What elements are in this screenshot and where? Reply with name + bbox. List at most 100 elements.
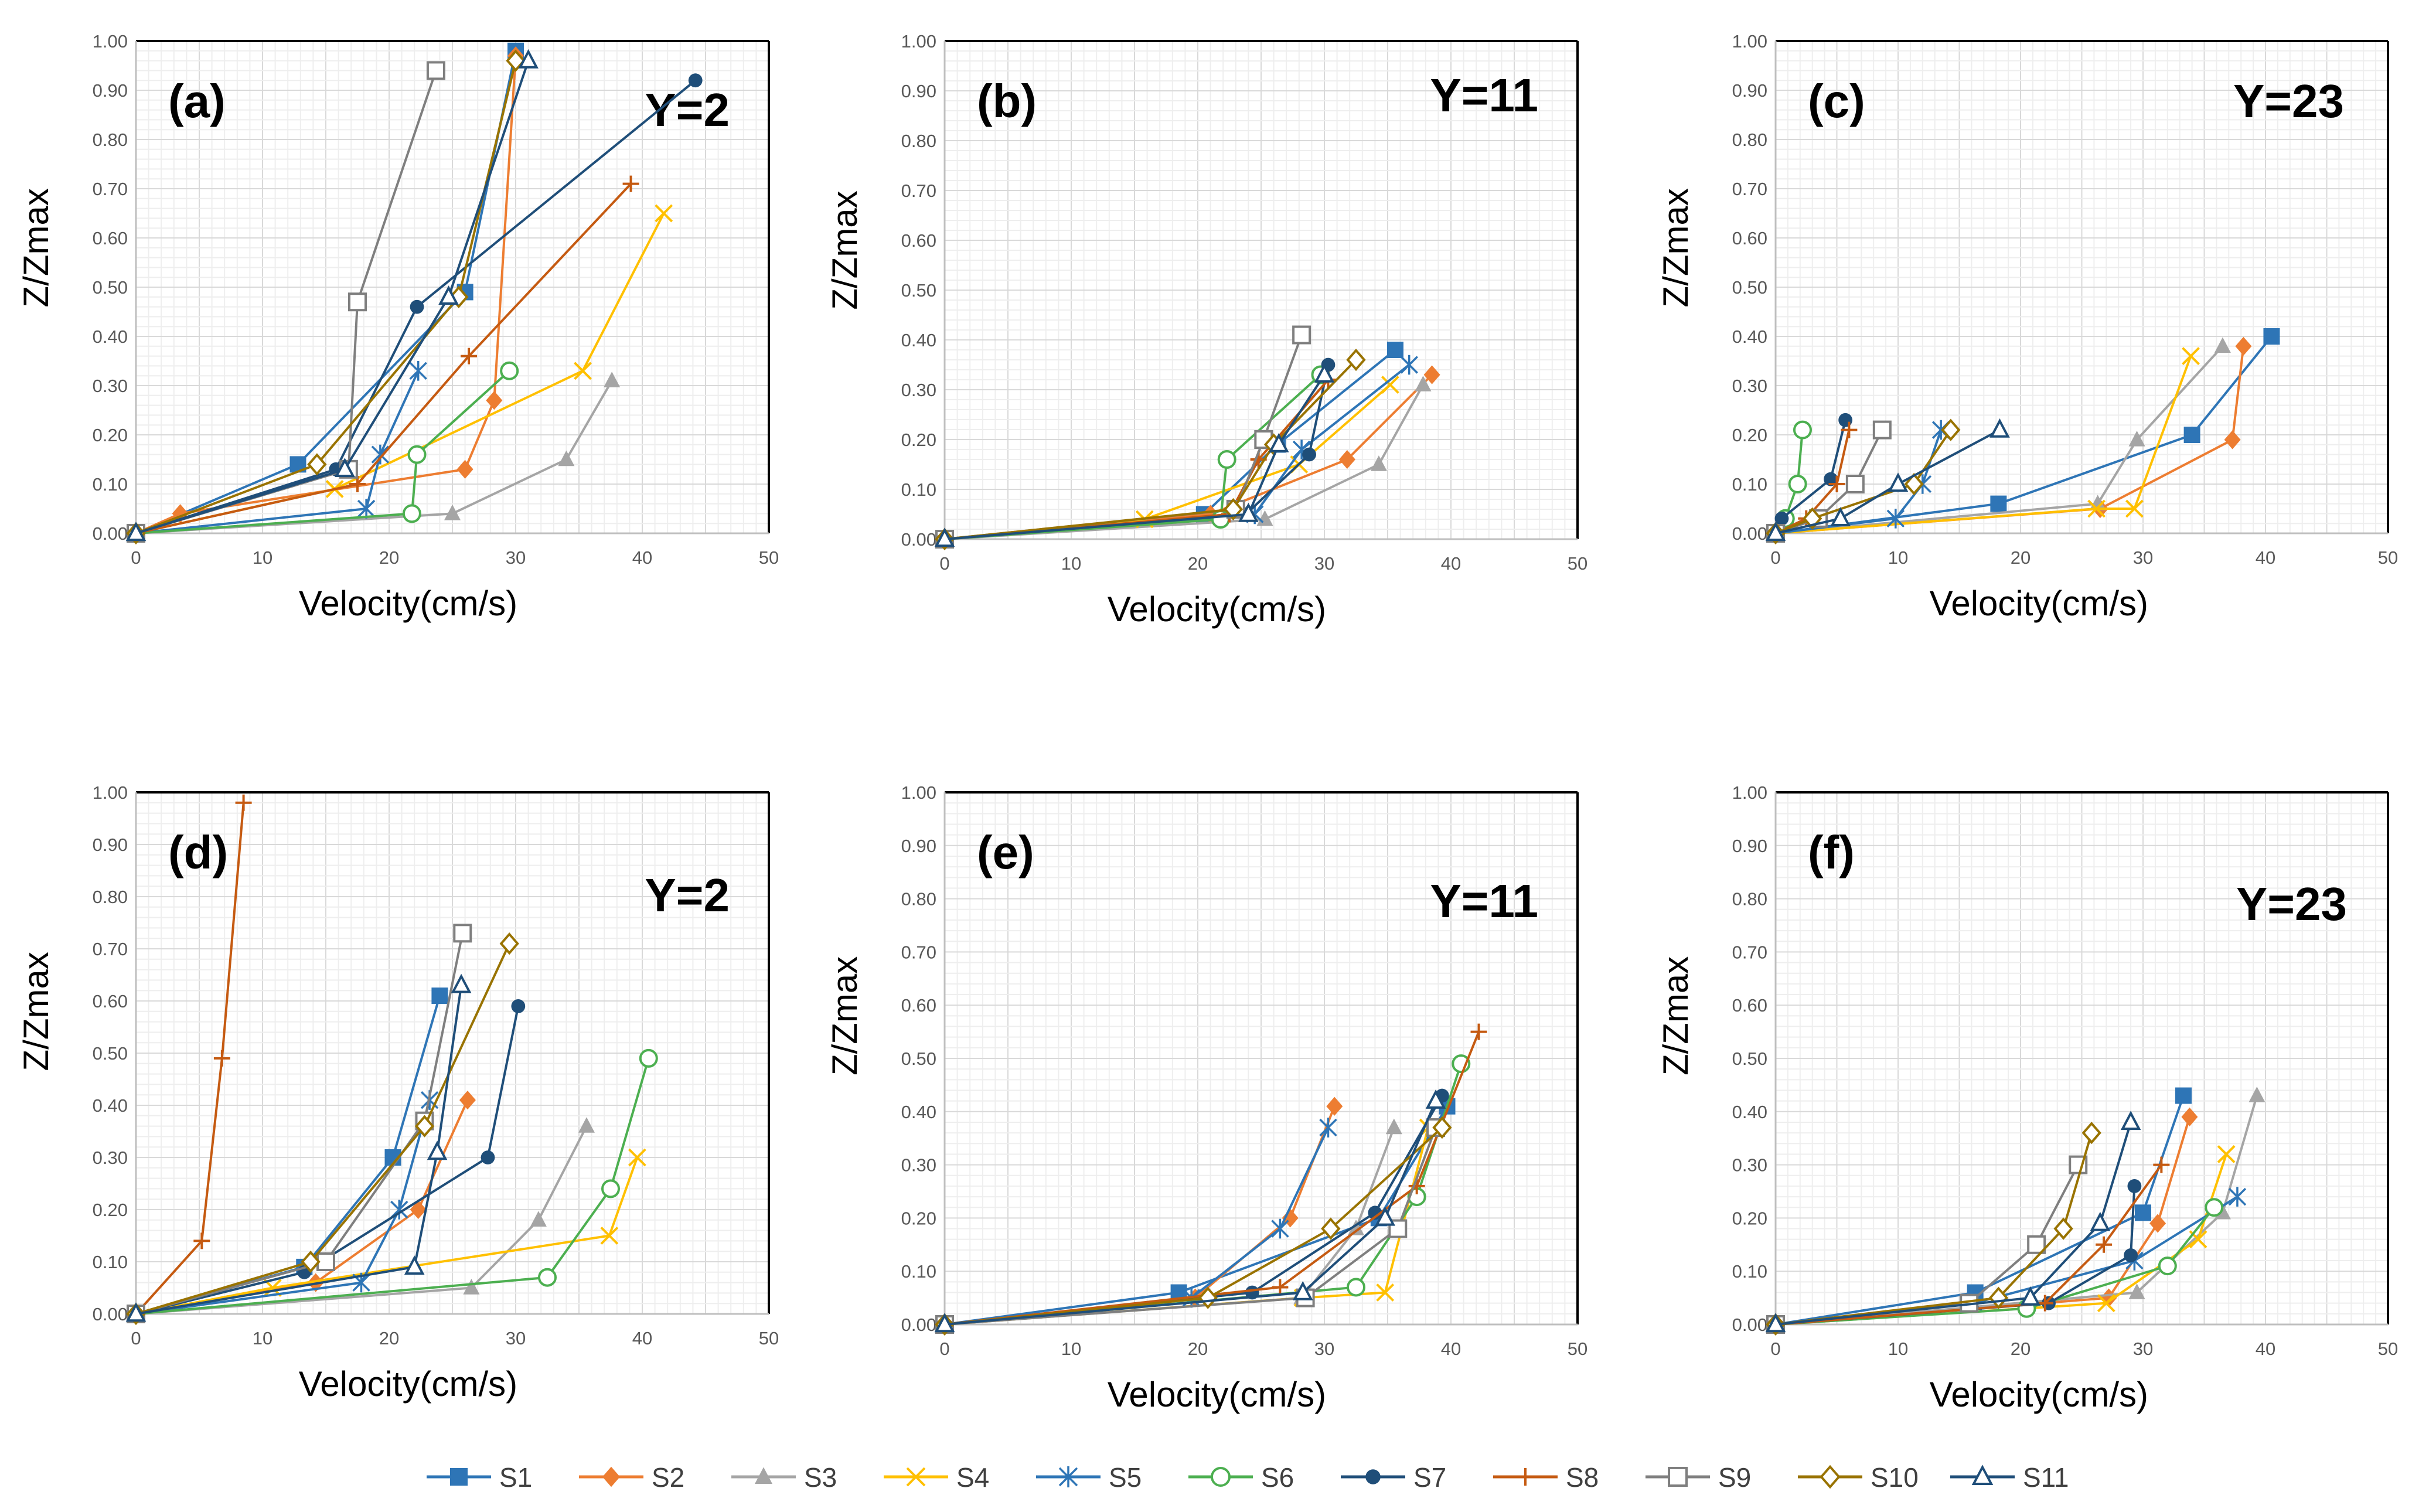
series-line-s3 [1775, 345, 2224, 534]
y-tick-label: 0.70 [93, 179, 128, 199]
data-point-s5 [1400, 355, 1418, 375]
data-point-s3 [530, 1211, 547, 1227]
data-point-s3 [463, 1279, 480, 1295]
data-point-s6 [1347, 1278, 1365, 1297]
data-point-s11 [1375, 1206, 1395, 1226]
legend-item-s9: S9 [1646, 1462, 1751, 1493]
data-point-s4 [2125, 499, 2144, 518]
series-line-s5 [135, 370, 420, 534]
legend-label: S10 [1871, 1462, 1919, 1493]
series-s4 [127, 204, 673, 543]
chart-panel-4: 0.00 0.10 0.20 0.30 0.40 0.50 0.60 0.70 0.80 0.90… [16, 782, 779, 1404]
data-point-s3 [1415, 376, 1432, 391]
data-point-s6 [407, 445, 427, 464]
data-point-s10 [1803, 507, 1822, 530]
data-point-s2 [2181, 1107, 2198, 1126]
data-point-s3 [1256, 510, 1273, 526]
legend-item-s11: S11 [1950, 1462, 2069, 1493]
series-line-s11 [944, 374, 1326, 540]
legend-item-s1: S1 [427, 1462, 532, 1493]
data-point-s4 [2217, 1145, 2236, 1163]
y-tick-label: 0.60 [1732, 995, 1767, 1016]
y-tick-label: 0.00 [93, 523, 128, 544]
x-axis-title: Velocity(cm/s) [1930, 584, 2148, 623]
x-tick-label: 40 [2256, 1339, 2275, 1359]
x-tick-label: 10 [1888, 1339, 1908, 1359]
data-point-s7 [481, 1150, 495, 1164]
data-point-s6 [639, 1048, 658, 1068]
legend-item-s10: S10 [1798, 1462, 1919, 1493]
data-point-s8 [2153, 1156, 2170, 1173]
y-tick-label: 0.50 [901, 280, 936, 301]
data-point-s11 [1888, 472, 1909, 492]
data-point-s9 [316, 1252, 335, 1271]
legend-marker [1211, 1467, 1231, 1487]
data-point-s10 [499, 932, 519, 955]
x-tick-label: 40 [1441, 1339, 1461, 1359]
series-s11 [934, 1089, 1446, 1333]
y-tick-label: 0.70 [1732, 942, 1767, 962]
panel-letter: (c) [1808, 75, 1865, 127]
y-tick-label: 0.30 [901, 1155, 936, 1176]
series-s10 [1766, 1121, 2101, 1336]
series-line-s7 [944, 1095, 1443, 1326]
y-tick-label: 0.40 [901, 1102, 936, 1122]
y-tick-label: 0.10 [1732, 1261, 1767, 1282]
data-point-s1 [2175, 1087, 2192, 1104]
y-tick-label: 0.80 [93, 130, 128, 150]
data-point-s3 [1370, 455, 1387, 471]
x-tick-label: 10 [253, 547, 272, 568]
x-tick-label: 0 [1770, 547, 1780, 568]
y-tick-label: 0.50 [93, 277, 128, 298]
legend-label: S4 [956, 1462, 989, 1493]
data-point-s4 [600, 1227, 619, 1245]
data-point-s7 [511, 999, 526, 1013]
data-point-s3 [578, 1117, 595, 1133]
series-line-s6 [944, 374, 1321, 540]
y-tick-label: 1.00 [93, 31, 128, 52]
data-point-s5 [357, 499, 376, 519]
y-tick-label: 0.50 [901, 1048, 936, 1069]
series-line-s7 [135, 79, 696, 534]
data-point-s8 [2096, 1236, 2113, 1253]
data-point-s2 [1423, 365, 1440, 384]
y-axis-title: Z/Zmax [1656, 188, 1695, 307]
y-tick-label: 0.90 [1732, 80, 1767, 101]
y-axis-title: Z/Zmax [16, 952, 56, 1071]
series-line-s3 [135, 1125, 588, 1315]
x-tick-label: 0 [939, 553, 949, 574]
series-s11 [125, 49, 539, 542]
panel-letter: (b) [977, 75, 1037, 127]
data-point-s10 [1346, 348, 1366, 372]
legend-label: S6 [1261, 1462, 1294, 1493]
gridlines [945, 41, 1578, 539]
data-point-s11 [1292, 1281, 1313, 1300]
data-point-s10 [1904, 472, 1924, 496]
series-line-s8 [944, 1031, 1480, 1326]
y-tick-label: 0.20 [93, 1200, 128, 1220]
data-point-s4 [2182, 347, 2200, 366]
y-tick-label: 0.70 [1732, 179, 1767, 199]
panel-letter: (f) [1808, 826, 1855, 878]
y-tick-label: 0.70 [901, 942, 936, 962]
data-point-s10 [1432, 1116, 1452, 1139]
y-axis-title: Z/Zmax [825, 190, 864, 309]
data-point-s8 [622, 175, 639, 192]
legend-marker [755, 1467, 772, 1484]
data-point-s2 [2235, 336, 2252, 356]
series-line-s11 [1775, 428, 2001, 534]
x-axis-title: Velocity(cm/s) [1108, 590, 1326, 629]
series-s11 [125, 973, 472, 1322]
legend-marker [1668, 1467, 1688, 1487]
chart-panel-2: 0.00 0.10 0.20 0.30 0.40 0.50 0.60 0.70 0.80 0.90… [825, 31, 1587, 629]
y-tick-label: 0.50 [1732, 277, 1767, 298]
series-line-s7 [135, 1006, 520, 1315]
data-point-s8 [1828, 476, 1845, 492]
y-tick-label: 0.00 [1732, 523, 1767, 544]
x-tick-label: 20 [2011, 547, 2031, 568]
x-axis-title: Velocity(cm/s) [1930, 1375, 2148, 1414]
x-tick-label: 50 [759, 547, 779, 568]
legend-item-s2: S2 [579, 1462, 684, 1493]
data-point-s6 [1788, 475, 1807, 493]
x-tick-label: 0 [131, 1328, 141, 1348]
